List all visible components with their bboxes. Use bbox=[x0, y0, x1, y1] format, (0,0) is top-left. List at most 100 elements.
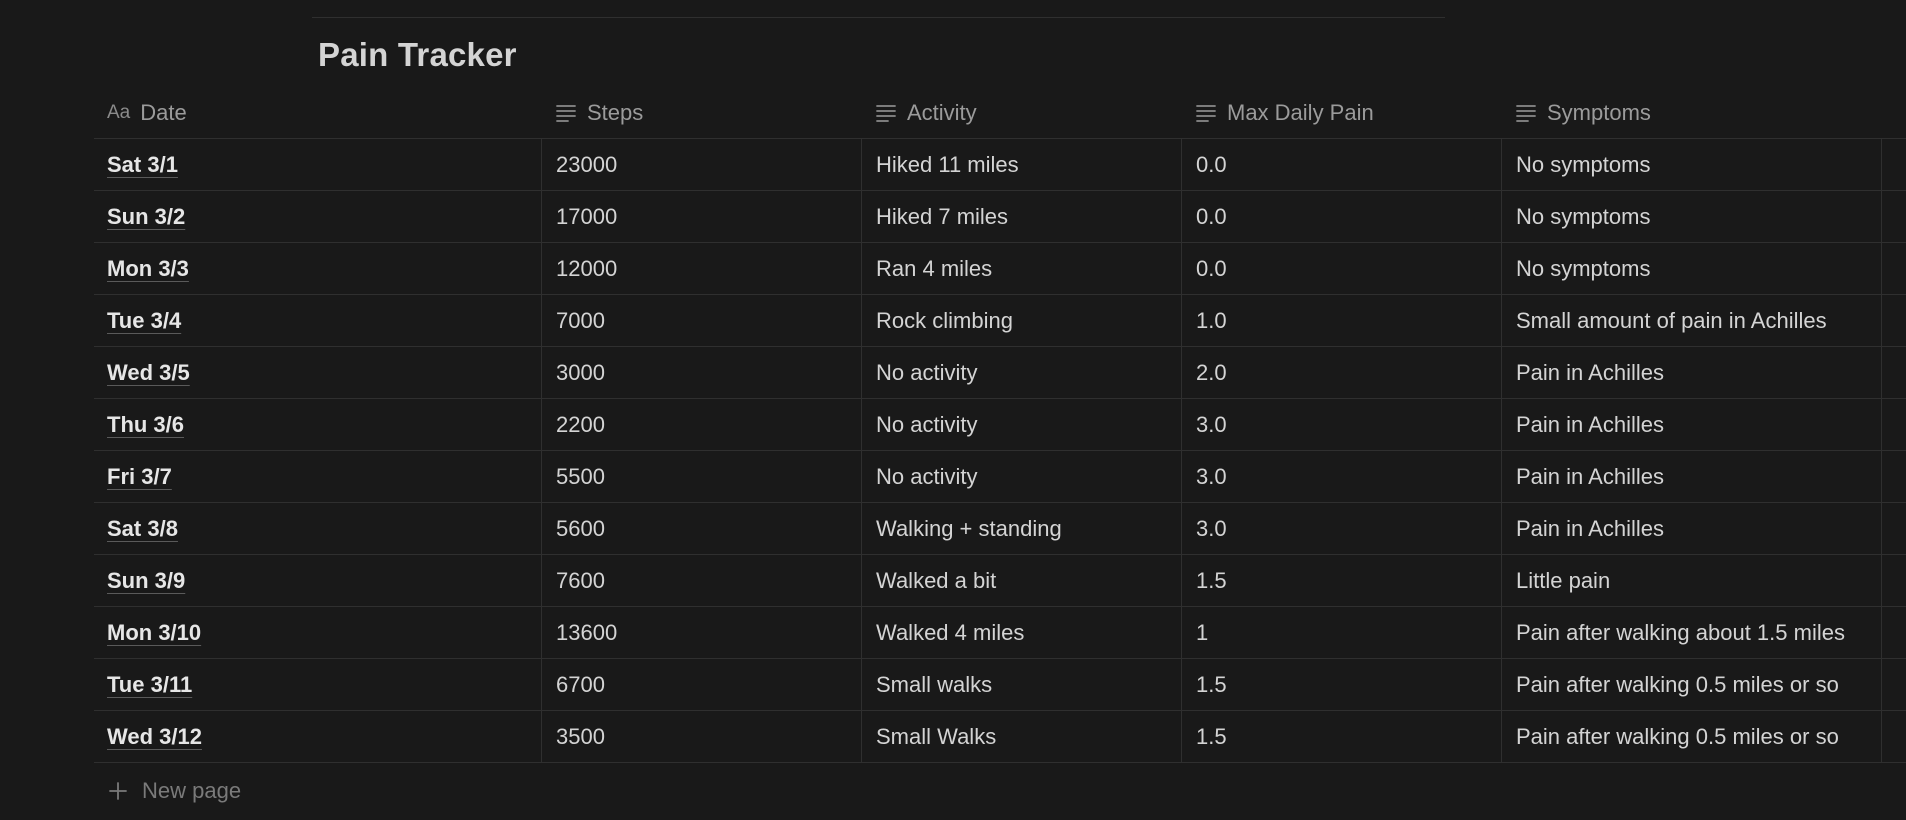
steps-cell[interactable]: 7600 bbox=[541, 555, 861, 606]
max-daily-pain-cell[interactable]: 0.0 bbox=[1181, 139, 1501, 190]
max-daily-pain-cell[interactable]: 1.5 bbox=[1181, 659, 1501, 710]
max-daily-pain-cell-text: 0.0 bbox=[1196, 203, 1227, 229]
activity-cell[interactable]: Hiked 11 miles bbox=[861, 139, 1181, 190]
symptoms-cell[interactable]: No symptoms bbox=[1501, 243, 1881, 294]
table-row[interactable]: Fri 3/7 5500 No activity 3.0 Pain in Achille… bbox=[94, 451, 1906, 503]
activity-cell[interactable]: No activity bbox=[861, 347, 1181, 398]
date-cell-text: Fri 3/7 bbox=[107, 463, 172, 489]
symptoms-cell[interactable]: Pain after walking 0.5 miles or so bbox=[1501, 711, 1881, 762]
symptoms-cell[interactable]: Pain after walking 0.5 miles or so bbox=[1501, 659, 1881, 710]
steps-cell-text: 23000 bbox=[556, 151, 618, 177]
steps-cell[interactable]: 5600 bbox=[541, 503, 861, 554]
symptoms-cell[interactable]: Pain after walking about 1.5 miles bbox=[1501, 607, 1881, 658]
max-daily-pain-cell[interactable]: 3.0 bbox=[1181, 451, 1501, 502]
table-row[interactable]: Tue 3/11 6700 Small walks 1.5 Pain after wal… bbox=[94, 659, 1906, 711]
symptoms-cell-text: No symptoms bbox=[1516, 203, 1651, 229]
date-cell[interactable]: Fri 3/7 bbox=[94, 451, 541, 502]
date-cell[interactable]: Mon 3/10 bbox=[94, 607, 541, 658]
symptoms-cell[interactable]: Pain in Achilles bbox=[1501, 347, 1881, 398]
column-header-activity[interactable]: Activity bbox=[861, 88, 1181, 138]
steps-cell[interactable]: 7000 bbox=[541, 295, 861, 346]
column-header-label: Symptoms bbox=[1547, 100, 1651, 125]
column-header-max-daily-pain[interactable]: Max Daily Pain bbox=[1181, 88, 1501, 138]
table-row[interactable]: Sun 3/2 17000 Hiked 7 miles 0.0 No symptoms bbox=[94, 191, 1906, 243]
table-row[interactable]: Sat 3/8 5600 Walking + standing 3.0 Pain in … bbox=[94, 503, 1906, 555]
max-daily-pain-cell[interactable]: 1 bbox=[1181, 607, 1501, 658]
activity-cell[interactable]: Small Walks bbox=[861, 711, 1181, 762]
activity-cell[interactable]: Ran 4 miles bbox=[861, 243, 1181, 294]
column-header-steps[interactable]: Steps bbox=[541, 88, 861, 138]
symptoms-cell[interactable]: Pain in Achilles bbox=[1501, 451, 1881, 502]
steps-cell[interactable]: 6700 bbox=[541, 659, 861, 710]
activity-cell[interactable]: No activity bbox=[861, 451, 1181, 502]
date-cell[interactable]: Wed 3/12 bbox=[94, 711, 541, 762]
table-row[interactable]: Wed 3/5 3000 No activity 2.0 Pain in Achille… bbox=[94, 347, 1906, 399]
steps-cell-text: 2200 bbox=[556, 411, 605, 437]
column-header-date[interactable]: Aa Date bbox=[94, 88, 541, 138]
date-cell[interactable]: Wed 3/5 bbox=[94, 347, 541, 398]
date-cell[interactable]: Thu 3/6 bbox=[94, 399, 541, 450]
symptoms-cell-text: Little pain bbox=[1516, 567, 1611, 593]
symptoms-cell[interactable]: No symptoms bbox=[1501, 191, 1881, 242]
steps-cell[interactable]: 2200 bbox=[541, 399, 861, 450]
steps-cell[interactable]: 12000 bbox=[541, 243, 861, 294]
activity-cell-text: Hiked 11 miles bbox=[876, 151, 1019, 177]
max-daily-pain-cell[interactable]: 3.0 bbox=[1181, 503, 1501, 554]
max-daily-pain-cell[interactable]: 1.0 bbox=[1181, 295, 1501, 346]
steps-cell[interactable]: 23000 bbox=[541, 139, 861, 190]
date-cell-text: Sat 3/1 bbox=[107, 151, 178, 177]
steps-cell[interactable]: 17000 bbox=[541, 191, 861, 242]
steps-cell-text: 12000 bbox=[556, 255, 618, 281]
symptoms-cell[interactable]: No symptoms bbox=[1501, 139, 1881, 190]
max-daily-pain-cell[interactable]: 0.0 bbox=[1181, 191, 1501, 242]
max-daily-pain-cell[interactable]: 2.0 bbox=[1181, 347, 1501, 398]
activity-cell[interactable]: Hiked 7 miles bbox=[861, 191, 1181, 242]
table-body: Sat 3/1 23000 Hiked 11 miles 0.0 No symptoms… bbox=[94, 139, 1906, 763]
activity-cell[interactable]: No activity bbox=[861, 399, 1181, 450]
table-row[interactable]: Thu 3/6 2200 No activity 3.0 Pain in Achille… bbox=[94, 399, 1906, 451]
table-row[interactable]: Tue 3/4 7000 Rock climbing 1.0 Small amount … bbox=[94, 295, 1906, 347]
steps-cell[interactable]: 5500 bbox=[541, 451, 861, 502]
symptoms-cell[interactable]: Pain in Achilles bbox=[1501, 503, 1881, 554]
steps-cell[interactable]: 13600 bbox=[541, 607, 861, 658]
max-daily-pain-cell[interactable]: 1.5 bbox=[1181, 711, 1501, 762]
activity-cell[interactable]: Walking + standing bbox=[861, 503, 1181, 554]
symptoms-cell[interactable]: Pain in Achilles bbox=[1501, 399, 1881, 450]
column-header-symptoms[interactable]: Symptoms bbox=[1501, 88, 1881, 138]
date-cell[interactable]: Sat 3/1 bbox=[94, 139, 541, 190]
steps-cell[interactable]: 3000 bbox=[541, 347, 861, 398]
date-cell[interactable]: Tue 3/11 bbox=[94, 659, 541, 710]
table-row[interactable]: Mon 3/10 13600 Walked 4 miles 1 Pain after w… bbox=[94, 607, 1906, 659]
date-cell[interactable]: Sun 3/9 bbox=[94, 555, 541, 606]
date-cell[interactable]: Sun 3/2 bbox=[94, 191, 541, 242]
steps-cell[interactable]: 3500 bbox=[541, 711, 861, 762]
date-cell-text: Mon 3/10 bbox=[107, 619, 202, 645]
activity-cell[interactable]: Walked 4 miles bbox=[861, 607, 1181, 658]
max-daily-pain-cell[interactable]: 1.5 bbox=[1181, 555, 1501, 606]
table-row[interactable]: Sun 3/9 7600 Walked a bit 1.5 Little pain bbox=[94, 555, 1906, 607]
table-row[interactable]: Mon 3/3 12000 Ran 4 miles 0.0 No symptoms bbox=[94, 243, 1906, 295]
max-daily-pain-cell-text: 3.0 bbox=[1196, 411, 1227, 437]
activity-cell[interactable]: Rock climbing bbox=[861, 295, 1181, 346]
symptoms-cell[interactable]: Little pain bbox=[1501, 555, 1881, 606]
steps-cell-text: 3500 bbox=[556, 723, 605, 749]
max-daily-pain-cell-text: 3.0 bbox=[1196, 463, 1227, 489]
text-lines-icon bbox=[876, 105, 896, 122]
activity-cell[interactable]: Walked a bit bbox=[861, 555, 1181, 606]
activity-cell[interactable]: Small walks bbox=[861, 659, 1181, 710]
activity-cell-text: Ran 4 miles bbox=[876, 255, 993, 281]
symptoms-cell-text: Pain in Achilles bbox=[1516, 515, 1664, 541]
max-daily-pain-cell[interactable]: 0.0 bbox=[1181, 243, 1501, 294]
table-row[interactable]: Wed 3/12 3500 Small Walks 1.5 Pain after wal… bbox=[94, 711, 1906, 763]
date-cell[interactable]: Mon 3/3 bbox=[94, 243, 541, 294]
date-cell[interactable]: Tue 3/4 bbox=[94, 295, 541, 346]
table-row[interactable]: Sat 3/1 23000 Hiked 11 miles 0.0 No symptoms bbox=[94, 139, 1906, 191]
symptoms-cell[interactable]: Small amount of pain in Achilles bbox=[1501, 295, 1881, 346]
date-cell-text: Wed 3/5 bbox=[107, 359, 190, 385]
page-title[interactable]: Pain Tracker bbox=[318, 36, 517, 73]
max-daily-pain-cell-text: 1.0 bbox=[1196, 307, 1227, 333]
new-page-button[interactable]: New page bbox=[94, 766, 241, 816]
max-daily-pain-cell[interactable]: 3.0 bbox=[1181, 399, 1501, 450]
date-cell-text: Sun 3/2 bbox=[107, 203, 186, 229]
date-cell[interactable]: Sat 3/8 bbox=[94, 503, 541, 554]
